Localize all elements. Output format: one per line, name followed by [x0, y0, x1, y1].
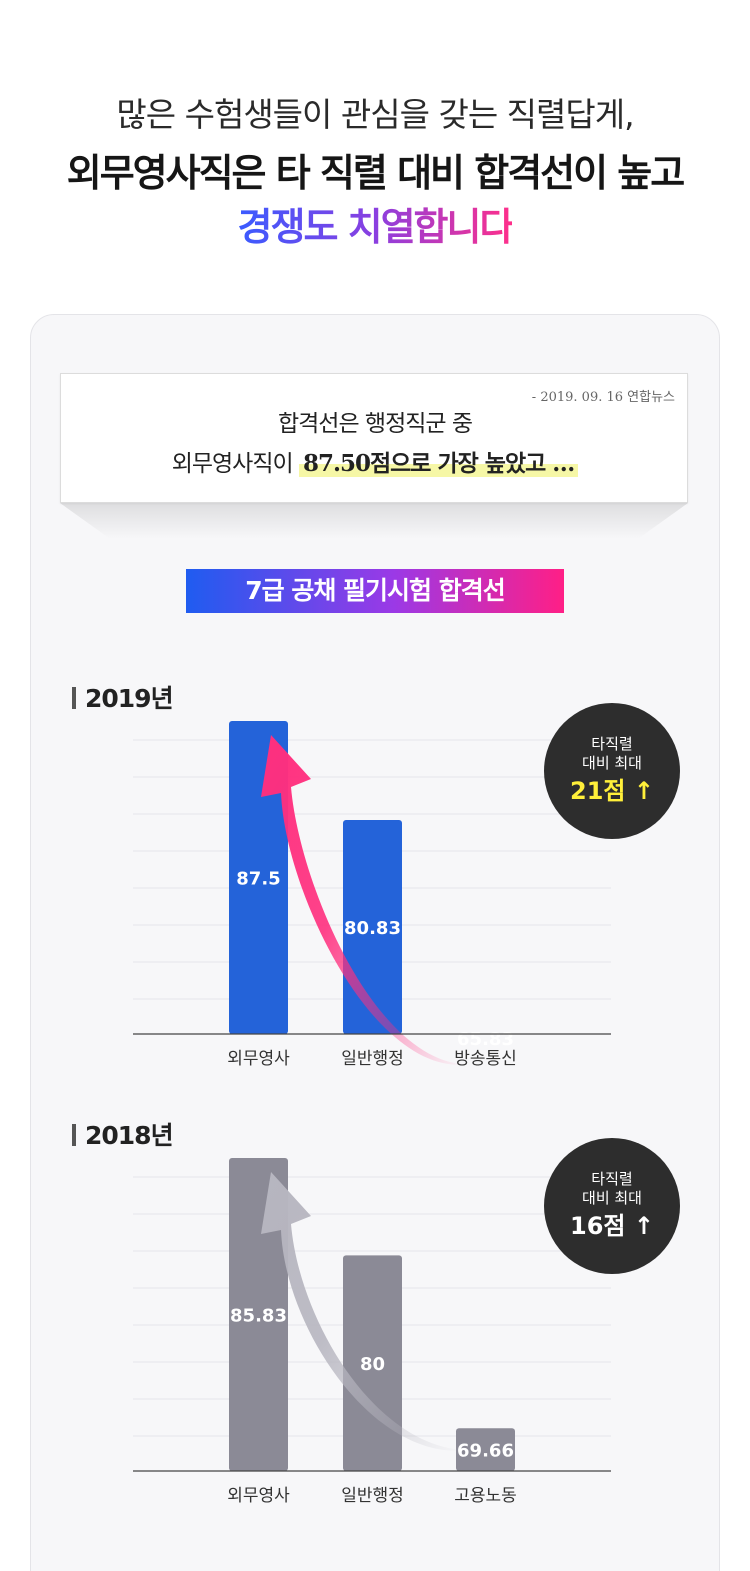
category-label-3: 방송통신	[454, 1049, 517, 1069]
value-label-2: 80	[360, 1354, 385, 1375]
category-label-3: 고용노동	[454, 1486, 517, 1506]
news-quote: - 2019. 09. 16 연합뉴스 합격선은 행정직군 중 외무영사직이 8…	[60, 373, 688, 539]
year-label-2019: 2019년	[72, 679, 174, 715]
value-label-1: 85.83	[230, 1306, 287, 1327]
value-label-1: 87.5	[236, 869, 280, 890]
comparison-arrow	[261, 1172, 466, 1451]
bar-1	[229, 1158, 288, 1471]
badge-2018-value: 16점 ↑	[570, 1212, 654, 1240]
quote-line-2-prefix: 외무영사직이	[171, 451, 294, 477]
bar-chart-2019: 87.5 80.83 65.83 외무영사 일반행정 방송통신	[133, 721, 611, 1069]
year-label-2019-text: 2019년	[85, 684, 174, 713]
badge-2018-line1: 타직렬	[591, 1170, 633, 1188]
year-marker	[72, 687, 76, 709]
quote-line-2: 외무영사직이 87.50점으로 가장 높았고 …	[61, 444, 689, 478]
comparison-arrow	[261, 735, 466, 1065]
headline-line-2: 외무영사직은 타 직렬 대비 합격선이 높고	[66, 151, 685, 195]
category-label-2: 일반행정	[341, 1049, 404, 1069]
badge-2019-line1: 타직렬	[591, 735, 633, 753]
badge-2019-value: 21점 ↑	[570, 777, 654, 805]
badge-2019-line2: 대비 최대	[582, 754, 642, 772]
value-label-3: 65.83	[457, 1029, 514, 1050]
year-label-2018-text: 2018년	[85, 1121, 174, 1150]
news-quote-card: - 2019. 09. 16 연합뉴스 합격선은 행정직군 중 외무영사직이 8…	[60, 373, 688, 503]
headline-line-1: 많은 수험생들이 관심을 갖는 직렬답게,	[116, 95, 634, 134]
badge-2018: 타직렬 대비 최대 16점 ↑	[544, 1138, 680, 1274]
value-label-3: 69.66	[457, 1441, 514, 1462]
bar-chart-2018: 85.83 80 69.66 외무영사 일반행정 고용노동	[133, 1158, 611, 1506]
category-label-2: 일반행정	[341, 1486, 404, 1506]
year-label-2018: 2018년	[72, 1116, 174, 1152]
quote-line-1: 합격선은 행정직군 중	[277, 411, 473, 437]
category-label-1: 외무영사	[227, 1486, 290, 1506]
bar-1	[229, 721, 288, 1034]
badge-2018-line2: 대비 최대	[582, 1189, 642, 1207]
value-label-2: 80.83	[344, 918, 401, 939]
year-marker	[72, 1124, 76, 1146]
headline-line-3: 경쟁도 치열합니다	[238, 202, 515, 252]
news-source: - 2019. 09. 16 연합뉴스	[531, 390, 675, 405]
badge-2019: 타직렬 대비 최대 21점 ↑	[544, 703, 680, 839]
quote-highlight: 87.50점으로 가장 높았고 …	[298, 450, 579, 477]
bar-3	[456, 1428, 515, 1471]
section-title: 7급 공채 필기시험 합격선	[186, 569, 564, 613]
headline: 많은 수험생들이 관심을 갖는 직렬답게, 외무영사직은 타 직렬 대비 합격선…	[0, 92, 750, 252]
category-label-1: 외무영사	[227, 1049, 290, 1069]
quote-shadow	[60, 503, 688, 539]
